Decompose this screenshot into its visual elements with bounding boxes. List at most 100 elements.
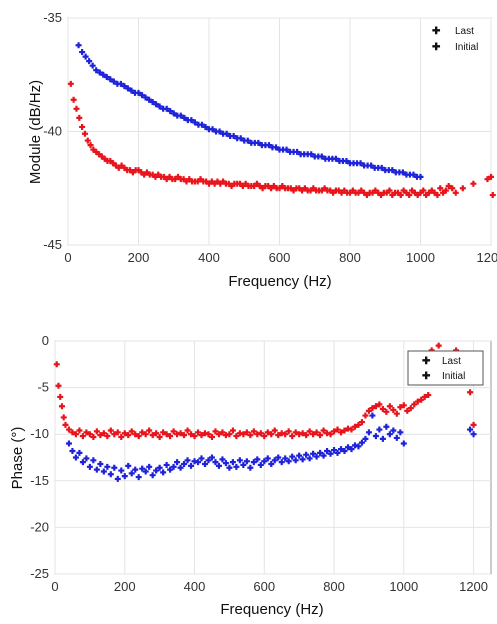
data-point-last <box>198 432 205 439</box>
data-point-last <box>121 430 128 437</box>
data-point-last <box>341 427 348 434</box>
data-point-last <box>240 431 247 438</box>
data-point-last <box>355 421 362 428</box>
data-point-initial <box>223 130 230 137</box>
data-point-last <box>470 180 477 187</box>
y-tick-label: -15 <box>30 473 49 488</box>
data-point-initial <box>184 457 191 464</box>
y-tick-label: -10 <box>30 426 49 441</box>
data-point-initial <box>240 461 247 468</box>
data-point-initial <box>128 470 135 477</box>
data-point-last <box>306 428 313 435</box>
data-point-last <box>271 427 278 434</box>
data-point-initial <box>355 443 362 450</box>
data-point-last <box>247 432 254 439</box>
data-point-initial <box>341 447 348 454</box>
data-point-last <box>208 433 215 440</box>
data-point-initial <box>318 153 325 160</box>
data-point-last <box>70 96 77 103</box>
data-point-last <box>114 429 121 436</box>
data-point-initial <box>292 457 299 464</box>
data-point-initial <box>104 463 111 470</box>
data-point-initial <box>72 454 79 461</box>
data-point-initial <box>324 447 331 454</box>
data-point-last <box>437 185 444 192</box>
data-point-initial <box>163 105 170 112</box>
module-legend-marker-initial: ✚ <box>432 42 441 53</box>
data-point-initial <box>107 76 114 83</box>
data-point-last <box>393 410 400 417</box>
data-point-initial <box>205 457 212 464</box>
data-point-initial <box>236 457 243 464</box>
data-point-initial <box>389 167 396 174</box>
data-point-last <box>313 429 320 436</box>
data-point-last <box>327 431 334 438</box>
data-point-initial <box>139 465 146 472</box>
data-point-initial <box>117 80 124 87</box>
data-point-initial <box>114 475 121 482</box>
data-point-initial <box>79 49 86 56</box>
data-point-initial <box>156 103 163 110</box>
data-point-initial <box>289 453 296 460</box>
data-point-initial <box>124 85 131 92</box>
data-point-initial <box>75 42 82 49</box>
data-point-last <box>100 430 107 437</box>
data-point-initial <box>135 474 142 481</box>
module-grid <box>67 17 492 246</box>
data-point-initial <box>198 121 205 128</box>
phase-x-axis-label: Frequency (Hz) <box>220 601 323 618</box>
data-point-last <box>449 185 456 192</box>
data-point-initial <box>320 452 327 459</box>
data-point-last <box>299 430 306 437</box>
module-x-axis-label: Frequency (Hz) <box>228 273 331 290</box>
data-point-initial <box>247 464 254 471</box>
data-point-initial <box>229 459 236 466</box>
data-point-last <box>358 419 365 426</box>
data-point-last <box>125 432 132 439</box>
data-point-initial <box>132 466 139 473</box>
data-point-initial <box>338 446 345 453</box>
data-point-last <box>250 428 257 435</box>
data-point-last <box>411 401 418 408</box>
data-point-last <box>191 433 198 440</box>
data-point-last <box>351 423 358 430</box>
data-point-last <box>195 429 202 436</box>
module-chart: 0 200 400 600 800 1000 1200 -45 -40 -35 Frequency… <box>27 10 497 290</box>
data-point-last <box>285 428 292 435</box>
data-point-last <box>65 426 72 433</box>
data-point-initial <box>181 461 188 468</box>
data-point-initial <box>97 461 104 468</box>
data-point-last <box>160 429 167 436</box>
data-point-last <box>181 432 188 439</box>
data-point-initial <box>378 164 385 171</box>
x-tick-label: 0 <box>51 579 58 594</box>
data-point-initial <box>379 435 386 442</box>
data-point-last <box>215 431 222 438</box>
data-point-initial <box>230 133 237 140</box>
data-point-last <box>421 393 428 400</box>
data-point-initial <box>142 94 149 101</box>
data-point-last <box>425 392 432 399</box>
data-point-initial <box>139 92 146 99</box>
x-tick-label: 200 <box>128 250 150 265</box>
data-point-initial <box>69 447 76 454</box>
data-point-initial <box>163 461 170 468</box>
data-point-last <box>331 428 338 435</box>
data-point-last <box>362 412 369 419</box>
data-point-last <box>107 427 114 434</box>
data-point-initial <box>362 435 369 442</box>
phase-legend-label-initial: Initial <box>442 371 465 382</box>
data-point-last <box>205 431 212 438</box>
data-point-initial <box>348 446 355 453</box>
data-point-initial <box>216 128 223 135</box>
data-point-last <box>67 80 74 87</box>
data-point-initial <box>243 458 250 465</box>
data-point-last <box>348 426 355 433</box>
data-point-initial <box>272 144 279 151</box>
data-point-initial <box>244 137 251 144</box>
data-point-last <box>488 173 494 180</box>
x-tick-label: 1000 <box>406 250 435 265</box>
data-point-last <box>257 430 264 437</box>
data-point-initial <box>255 139 262 146</box>
